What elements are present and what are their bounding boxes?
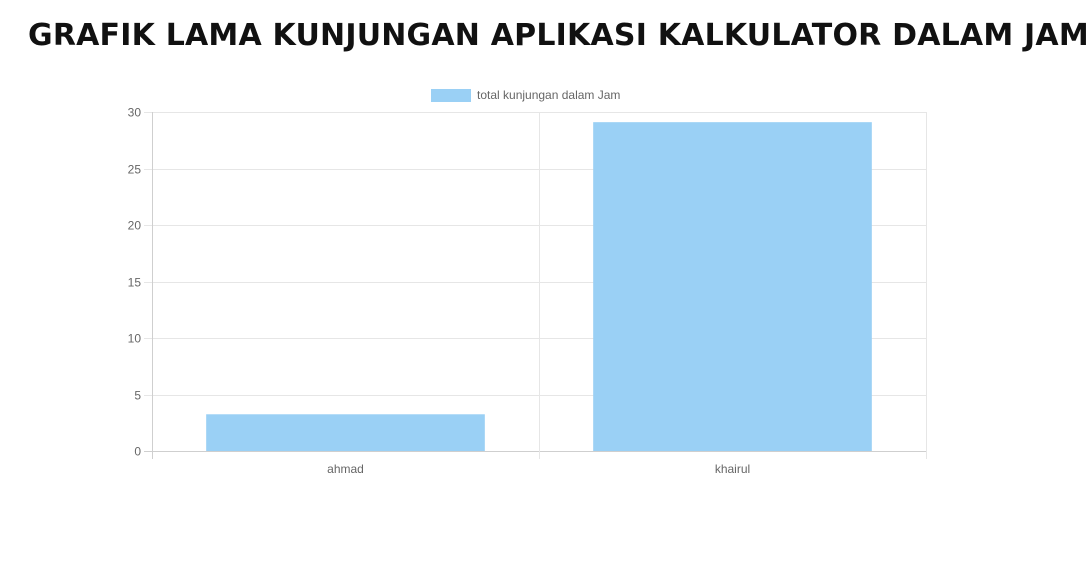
y-tick-label: 30 xyxy=(128,106,142,120)
axes: 0 5 10 15 20 25 30 ahmad khairul xyxy=(128,106,751,477)
y-tick-label: 25 xyxy=(128,163,142,177)
x-tick-label: khairul xyxy=(715,462,750,476)
x-tick-label: ahmad xyxy=(327,462,364,476)
legend-swatch[interactable] xyxy=(431,89,471,102)
y-tick-label: 20 xyxy=(128,219,142,233)
bar xyxy=(206,414,485,451)
bars xyxy=(206,122,872,452)
y-tick-label: 15 xyxy=(128,276,142,290)
bar xyxy=(593,122,872,452)
y-tick-label: 10 xyxy=(128,332,142,346)
legend[interactable]: total kunjungan dalam Jam xyxy=(431,88,620,102)
grid-lines xyxy=(144,112,927,459)
legend-label[interactable]: total kunjungan dalam Jam xyxy=(477,88,620,102)
y-tick-label: 5 xyxy=(134,389,141,403)
page-title: GRAFIK LAMA KUNJUNGAN APLIKASI KALKULATO… xyxy=(28,18,1089,53)
y-tick-label: 0 xyxy=(134,445,141,459)
